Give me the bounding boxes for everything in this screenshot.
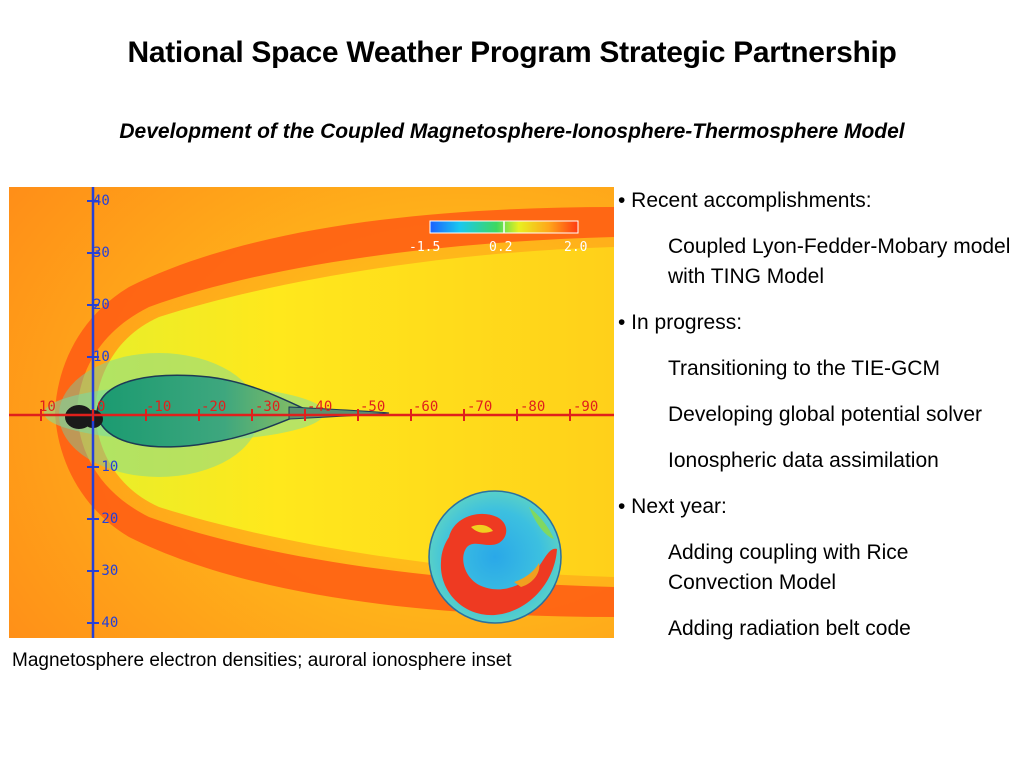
y-tick-label: 40 bbox=[93, 193, 110, 209]
y-tick-label: 30 bbox=[93, 245, 110, 261]
auroral-ionosphere-inset bbox=[428, 490, 562, 624]
colorbar-label-min: -1.5 bbox=[409, 240, 440, 255]
figure-caption: Magnetosphere electron densities; aurora… bbox=[12, 650, 512, 671]
colorbar-label-mid: 0.2 bbox=[489, 240, 512, 255]
bullet-list: • Recent accomplishments: Coupled Lyon-F… bbox=[618, 186, 1018, 644]
y-tick-label: -40 bbox=[93, 615, 118, 631]
y-tick-label: -30 bbox=[93, 563, 118, 579]
bullet-heading: • Recent accomplishments: bbox=[618, 189, 872, 212]
x-tick-label: 10 bbox=[39, 399, 56, 415]
bullet-heading: • In progress: bbox=[618, 311, 743, 334]
simulation-image: 10 0 -10 -20 -30 -40 -50 -60 -70 -80 -90… bbox=[9, 187, 614, 638]
y-tick-label: 10 bbox=[93, 349, 110, 365]
y-axis-ticks bbox=[87, 200, 99, 624]
x-tick-label: 0 bbox=[97, 399, 105, 415]
x-tick-label: -40 bbox=[307, 399, 332, 415]
bullet-subitem: Adding radiation belt code bbox=[668, 617, 911, 640]
magnetosphere-figure: 10 0 -10 -20 -30 -40 -50 -60 -70 -80 -90… bbox=[9, 187, 614, 638]
bullet-subitem: Adding coupling with Rice Convection Mod… bbox=[668, 541, 909, 594]
colorbar-label-max: 2.0 bbox=[564, 240, 587, 255]
bullet-subitem: Transitioning to the TIE-GCM bbox=[668, 357, 940, 380]
slide-title: National Space Weather Program Strategic… bbox=[127, 36, 897, 69]
x-tick-label: -10 bbox=[146, 399, 171, 415]
x-tick-label: -70 bbox=[467, 399, 492, 415]
bullet-subitem: Developing global potential solver bbox=[668, 403, 983, 426]
bullet-heading: • Next year: bbox=[618, 495, 727, 518]
x-tick-label: -20 bbox=[201, 399, 226, 415]
x-tick-label: -30 bbox=[255, 399, 280, 415]
x-tick-label: -80 bbox=[520, 399, 545, 415]
x-tick-label: -60 bbox=[413, 399, 438, 415]
y-tick-label: 20 bbox=[93, 297, 110, 313]
slide-subtitle: Development of the Coupled Magnetosphere… bbox=[119, 120, 905, 143]
x-tick-label: -50 bbox=[360, 399, 385, 415]
bullet-subitem: Coupled Lyon-Fedder-Mobary model with TI… bbox=[668, 235, 1011, 288]
x-axis-ticks bbox=[40, 409, 571, 421]
y-tick-label: -20 bbox=[93, 511, 118, 527]
bullet-subitem: Ionospheric data assimilation bbox=[668, 449, 939, 472]
y-tick-label: -10 bbox=[93, 459, 118, 475]
x-tick-label: -90 bbox=[573, 399, 598, 415]
